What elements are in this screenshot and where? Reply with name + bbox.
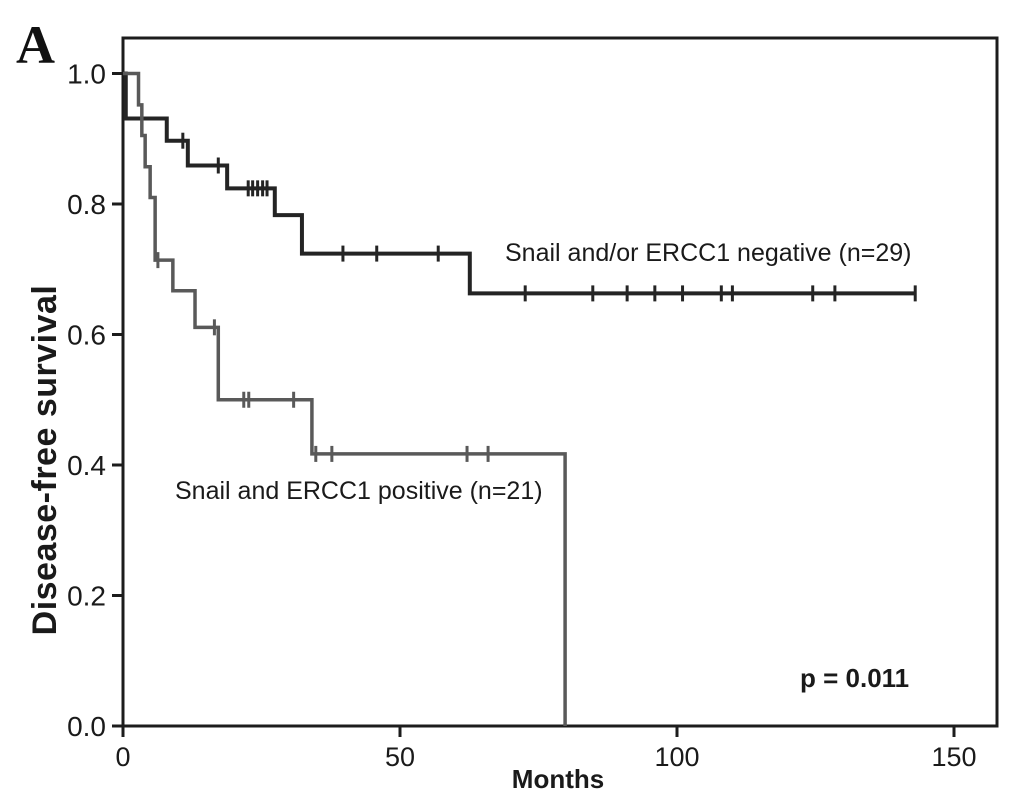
y-tick-label: 0.0 (67, 711, 106, 742)
y-axis-title: Disease-free survival (26, 285, 64, 636)
plot-frame (121, 36, 999, 728)
legend-positive-label: Snail and ERCC1 positive (n=21) (175, 477, 543, 505)
survival-curves-group (123, 71, 917, 726)
x-tick-label: 100 (654, 742, 699, 772)
x-tick-label: 50 (385, 742, 415, 772)
panel-label: A (16, 15, 55, 75)
p-value-label: p = 0.011 (800, 663, 909, 693)
y-tick-label: 0.6 (67, 320, 106, 351)
axis-ticks-group: 0 50 100 150 1.0 0.8 0.6 0.4 0.2 0.0 (67, 59, 976, 773)
y-tick-label: 1.0 (67, 59, 106, 90)
x-axis-title: Months (512, 764, 604, 794)
y-tick-label: 0.8 (67, 189, 106, 220)
x-tick-label: 150 (931, 742, 976, 772)
plot-frame-group (121, 36, 999, 728)
y-tick-label: 0.4 (67, 450, 106, 481)
negative-survival-curve (123, 71, 916, 296)
legend-negative-label: Snail and/or ERCC1 negative (n=29) (505, 239, 911, 267)
x-tick-label: 0 (115, 742, 130, 772)
positive-survival-curve (123, 71, 567, 726)
y-tick-label: 0.2 (67, 581, 106, 612)
